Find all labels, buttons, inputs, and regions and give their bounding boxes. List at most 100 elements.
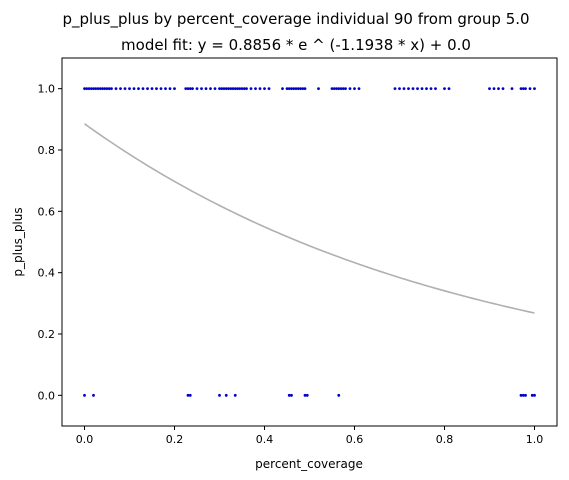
- data-point: [337, 393, 341, 397]
- x-tick-label: 0.8: [436, 433, 454, 446]
- data-point: [218, 87, 221, 91]
- data-point: [287, 87, 291, 91]
- data-point: [94, 87, 98, 91]
- data-point: [335, 87, 338, 91]
- data-point: [528, 87, 532, 91]
- data-point: [92, 87, 95, 91]
- data-point: [530, 393, 534, 397]
- data-point: [290, 393, 293, 397]
- data-point: [240, 87, 244, 91]
- data-point: [155, 87, 158, 91]
- data-point: [245, 87, 248, 91]
- data-point: [188, 87, 192, 91]
- data-point: [150, 87, 154, 91]
- data-point: [416, 87, 419, 91]
- data-point: [218, 393, 221, 397]
- data-point: [195, 87, 199, 91]
- data-point: [236, 87, 239, 91]
- data-point: [254, 87, 257, 91]
- data-point: [443, 87, 446, 91]
- data-point: [488, 87, 491, 91]
- data-point: [258, 87, 262, 91]
- data-point: [137, 87, 140, 91]
- y-tick-label: 0.6: [38, 205, 56, 218]
- x-tick-label: 0.2: [166, 433, 184, 446]
- data-point: [204, 87, 208, 91]
- data-point: [339, 87, 343, 91]
- data-point: [242, 87, 246, 91]
- data-point: [330, 87, 334, 91]
- data-point: [229, 87, 233, 91]
- data-point: [101, 87, 104, 91]
- data-point: [105, 87, 109, 91]
- data-point: [524, 87, 527, 91]
- data-point: [141, 87, 145, 91]
- data-point: [447, 87, 451, 91]
- data-point: [114, 87, 118, 91]
- data-point: [186, 393, 190, 397]
- data-point: [164, 87, 167, 91]
- data-point: [123, 87, 127, 91]
- fit-curve-layer: [84, 123, 535, 314]
- data-point: [294, 87, 298, 91]
- data-point: [357, 87, 361, 91]
- data-point: [510, 87, 514, 91]
- plot-frame: [61, 57, 558, 427]
- data-point: [425, 87, 428, 91]
- x-tick-label: 0.4: [256, 433, 274, 446]
- data-point: [96, 87, 100, 91]
- y-tick-label: 1.0: [38, 83, 56, 96]
- data-point: [521, 87, 525, 91]
- data-point: [191, 87, 194, 91]
- data-point: [263, 87, 266, 91]
- x-tick-label: 1.0: [526, 433, 544, 446]
- data-point: [344, 87, 347, 91]
- data-point: [227, 87, 230, 91]
- data-point: [337, 87, 341, 91]
- chart-title: p_plus_plus by percent_coverage individu…: [62, 10, 529, 29]
- data-point: [501, 87, 505, 91]
- data-point: [411, 87, 415, 91]
- data-point: [85, 87, 89, 91]
- data-point: [222, 87, 226, 91]
- data-point: [524, 393, 527, 397]
- data-point: [168, 87, 172, 91]
- data-point: [173, 87, 176, 91]
- data-point: [83, 87, 86, 91]
- data-point: [231, 87, 235, 91]
- data-point: [287, 393, 291, 397]
- data-point: [303, 393, 307, 397]
- data-point: [317, 87, 320, 91]
- y-tick-label: 0.0: [38, 389, 56, 402]
- data-point: [200, 87, 203, 91]
- data-point: [233, 87, 237, 91]
- data-point: [249, 87, 253, 91]
- data-point: [224, 87, 228, 91]
- y-tick-label: 0.4: [38, 267, 56, 280]
- y-axis-label: p_plus_plus: [11, 207, 25, 276]
- y-tick-label: 0.2: [38, 328, 56, 341]
- data-point: [89, 87, 93, 91]
- data-point: [132, 87, 136, 91]
- data-point: [519, 87, 523, 91]
- data-point: [290, 87, 293, 91]
- data-point: [429, 87, 433, 91]
- data-point: [184, 87, 188, 91]
- x-tick-label: 0.0: [76, 433, 94, 446]
- data-point: [434, 87, 437, 91]
- data-point: [353, 87, 356, 91]
- data-point: [83, 393, 86, 397]
- data-point: [238, 87, 242, 91]
- data-point: [233, 393, 237, 397]
- y-tick-label: 0.8: [38, 144, 56, 157]
- data-point: [267, 87, 271, 91]
- data-point: [497, 87, 500, 91]
- data-point: [188, 393, 192, 397]
- data-point: [87, 87, 91, 91]
- points-layer: [83, 87, 536, 397]
- x-axis-label: percent_coverage: [255, 457, 363, 471]
- chart-subtitle: model fit: y = 0.8856 * e ^ (-1.1938 * x…: [121, 36, 471, 54]
- data-point: [292, 87, 296, 91]
- data-point: [402, 87, 406, 91]
